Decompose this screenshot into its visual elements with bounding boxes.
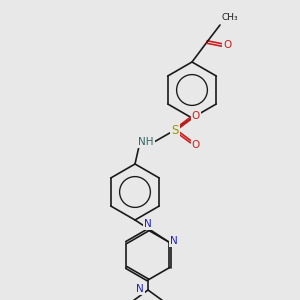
Text: N: N xyxy=(136,284,144,294)
Text: S: S xyxy=(171,124,179,136)
Text: N: N xyxy=(144,219,152,229)
Text: O: O xyxy=(192,111,200,121)
Text: N: N xyxy=(170,236,178,245)
Text: NH: NH xyxy=(138,137,154,147)
Text: O: O xyxy=(192,140,200,150)
Text: CH₃: CH₃ xyxy=(222,13,238,22)
Text: O: O xyxy=(223,40,231,50)
